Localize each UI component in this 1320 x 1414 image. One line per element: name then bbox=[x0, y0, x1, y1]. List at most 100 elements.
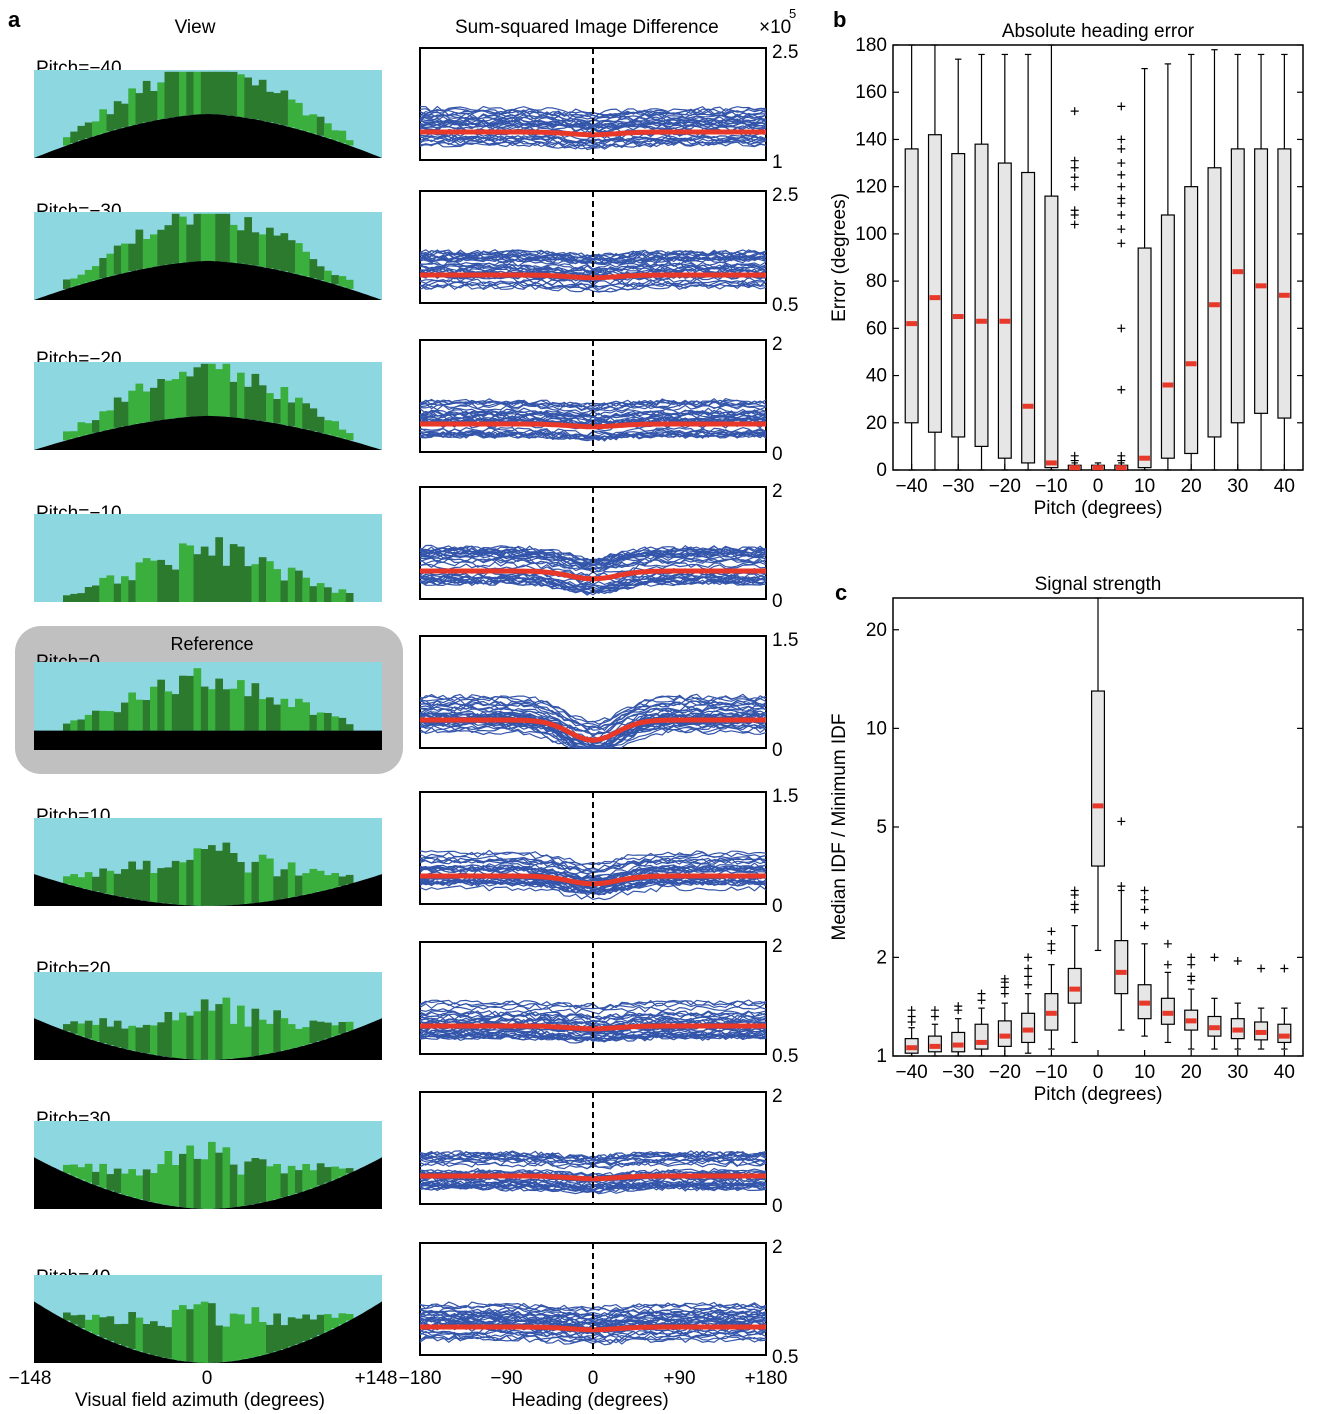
box-iqr bbox=[1160, 214, 1175, 459]
grass-column bbox=[171, 1309, 180, 1360]
grass-column bbox=[157, 1164, 165, 1205]
grass-column bbox=[251, 861, 260, 903]
grass-column bbox=[215, 71, 223, 115]
grass-column bbox=[266, 91, 274, 123]
idf-curve bbox=[419, 884, 767, 901]
grass-column bbox=[179, 675, 187, 731]
y-axis-label: Error (degrees) bbox=[829, 193, 850, 322]
ground-silhouette bbox=[34, 1157, 382, 1209]
idf-ytick-top: 2 bbox=[772, 936, 783, 957]
grass-column bbox=[316, 116, 325, 136]
grass-column bbox=[331, 592, 339, 602]
grass-column bbox=[229, 224, 238, 263]
grass-column bbox=[266, 1324, 274, 1354]
ytick-label: 40 bbox=[866, 366, 887, 387]
grass-column bbox=[229, 1023, 238, 1059]
xtick-label: −40 bbox=[896, 476, 928, 497]
grass-column bbox=[128, 1025, 136, 1051]
grass-column bbox=[222, 565, 231, 602]
box bbox=[1207, 953, 1222, 1050]
box-plot-title: Signal strength bbox=[1035, 574, 1162, 595]
grass-column bbox=[280, 233, 289, 272]
grass-column bbox=[150, 91, 158, 121]
grass-column bbox=[77, 1023, 86, 1037]
grass-column bbox=[84, 269, 93, 283]
idf-median-curve bbox=[420, 1324, 766, 1333]
outlier-marker bbox=[1117, 324, 1126, 333]
idf-plot: 20 bbox=[419, 481, 783, 612]
ytick-label: 60 bbox=[866, 318, 887, 339]
xtick-label: −20 bbox=[989, 1062, 1021, 1083]
grass-column bbox=[171, 569, 180, 602]
grass-column bbox=[186, 1145, 194, 1209]
xtick-label: −30 bbox=[942, 476, 974, 497]
idf-curve bbox=[419, 431, 767, 441]
idf-curve bbox=[419, 708, 767, 740]
grass-column bbox=[331, 421, 339, 437]
grass-column bbox=[251, 1307, 260, 1358]
grass-column bbox=[99, 868, 107, 894]
grass-column bbox=[324, 713, 332, 731]
grass-column bbox=[84, 122, 93, 139]
idf-multiplier-base: ×10 bbox=[759, 17, 791, 38]
grass-column bbox=[92, 121, 100, 136]
outlier-marker bbox=[907, 1006, 916, 1015]
grass-column bbox=[302, 577, 310, 602]
grass-column bbox=[237, 372, 245, 419]
idf-curve bbox=[419, 1307, 767, 1317]
idf-curve bbox=[419, 701, 767, 732]
grass-column bbox=[121, 869, 129, 898]
grass-column bbox=[208, 71, 216, 115]
idf-plot: 20.5 bbox=[419, 1237, 798, 1368]
grass-column bbox=[266, 227, 274, 269]
grass-column bbox=[179, 71, 187, 117]
grass-column bbox=[215, 1152, 223, 1209]
grass-column bbox=[215, 369, 223, 417]
grass-column bbox=[266, 1166, 274, 1201]
grass-column bbox=[215, 850, 223, 906]
grass-column bbox=[92, 266, 100, 281]
grass-column bbox=[331, 716, 339, 731]
grass-column bbox=[70, 131, 78, 143]
outlier-marker bbox=[1140, 905, 1149, 914]
grass-column bbox=[193, 668, 202, 731]
outlier-marker bbox=[1117, 211, 1126, 219]
grass-column bbox=[135, 699, 144, 731]
grass-column bbox=[70, 1164, 78, 1177]
grass-column bbox=[70, 593, 78, 602]
grass-column bbox=[208, 555, 216, 602]
grass-column bbox=[237, 1174, 245, 1207]
idf-curve bbox=[419, 1185, 767, 1195]
grass-column bbox=[280, 90, 289, 126]
grass-column bbox=[222, 842, 231, 906]
idf-ytick-top: 2 bbox=[772, 481, 783, 502]
box bbox=[1044, 927, 1059, 1050]
idf-x-axis-label: Heading (degrees) bbox=[511, 1390, 668, 1411]
grass-column bbox=[331, 1166, 339, 1180]
box-plot-title: Absolute heading error bbox=[1002, 21, 1195, 42]
grass-column bbox=[237, 546, 245, 602]
grass-column bbox=[324, 587, 332, 602]
idf-curve bbox=[419, 263, 767, 274]
grass-column bbox=[316, 712, 325, 731]
view-x-axis-label: Visual field azimuth (degrees) bbox=[75, 1390, 325, 1411]
grass-column bbox=[273, 569, 281, 602]
grass-column bbox=[338, 429, 347, 439]
grass-column bbox=[258, 79, 267, 121]
grass-column bbox=[309, 1020, 318, 1044]
grass-column bbox=[193, 848, 202, 906]
grass-column bbox=[113, 397, 122, 428]
grass-column bbox=[84, 587, 93, 602]
idf-curve bbox=[419, 574, 767, 590]
grass-column bbox=[179, 1305, 187, 1362]
idf-curve bbox=[419, 404, 767, 414]
grass-column bbox=[128, 88, 136, 126]
grass-column bbox=[142, 80, 151, 123]
grass-column bbox=[338, 717, 347, 731]
grass-column bbox=[244, 77, 252, 119]
grass-column bbox=[309, 114, 318, 134]
xtick-label: 30 bbox=[1227, 1062, 1248, 1083]
grass-column bbox=[229, 544, 238, 602]
xtick-label: 0 bbox=[1093, 1062, 1104, 1083]
